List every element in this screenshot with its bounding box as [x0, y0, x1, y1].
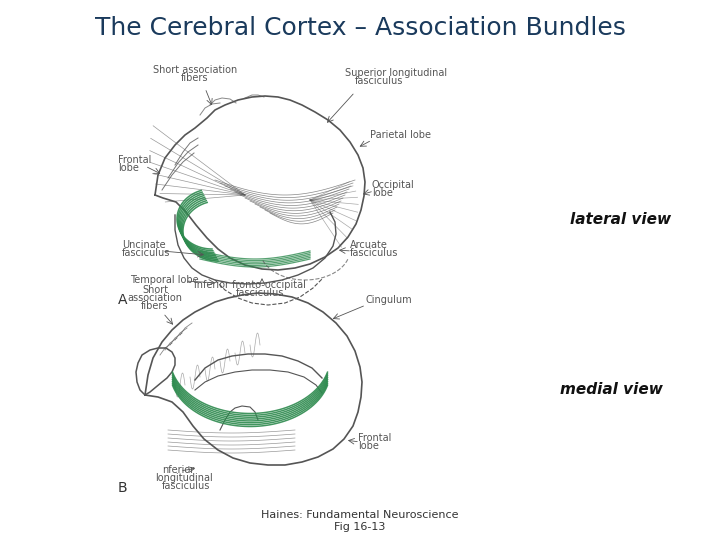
Text: fibers: fibers — [141, 301, 168, 311]
Text: lateral view: lateral view — [570, 213, 671, 227]
Text: Occipital: Occipital — [372, 180, 415, 190]
Text: medial view: medial view — [560, 382, 663, 397]
Text: Arcuate: Arcuate — [350, 240, 388, 250]
Text: Short: Short — [142, 285, 168, 295]
Text: Short association: Short association — [153, 65, 237, 75]
Text: lobe: lobe — [372, 188, 393, 198]
Text: Uncinate: Uncinate — [122, 240, 166, 250]
Text: Cingulum: Cingulum — [365, 295, 412, 305]
Text: B: B — [118, 481, 127, 495]
Text: Fig 16-13: Fig 16-13 — [334, 522, 386, 532]
Text: Parietal lobe: Parietal lobe — [370, 130, 431, 140]
Text: nferior: nferior — [162, 465, 194, 475]
Text: Haines: Fundamental Neuroscience: Haines: Fundamental Neuroscience — [261, 510, 459, 520]
Text: lobe: lobe — [358, 441, 379, 451]
Text: Frontal: Frontal — [118, 155, 151, 165]
Text: longitudinal: longitudinal — [155, 473, 212, 483]
Text: fasciculus: fasciculus — [236, 288, 284, 298]
Text: fasciculus: fasciculus — [350, 248, 398, 258]
Text: The Cerebral Cortex – Association Bundles: The Cerebral Cortex – Association Bundle… — [94, 16, 626, 40]
Text: inferior fronto-occipital: inferior fronto-occipital — [194, 280, 306, 290]
Text: Superior longitudinal: Superior longitudinal — [345, 68, 447, 78]
Text: A: A — [118, 293, 127, 307]
Text: association: association — [127, 293, 182, 303]
Text: fasciculus: fasciculus — [162, 481, 210, 491]
Text: fibers: fibers — [181, 73, 209, 83]
Text: Frontal: Frontal — [358, 433, 392, 443]
Text: fasciculus: fasciculus — [122, 248, 171, 258]
Text: Temporal lobe: Temporal lobe — [130, 275, 199, 285]
Text: lobe: lobe — [118, 163, 139, 173]
Text: fasciculus: fasciculus — [355, 76, 403, 86]
